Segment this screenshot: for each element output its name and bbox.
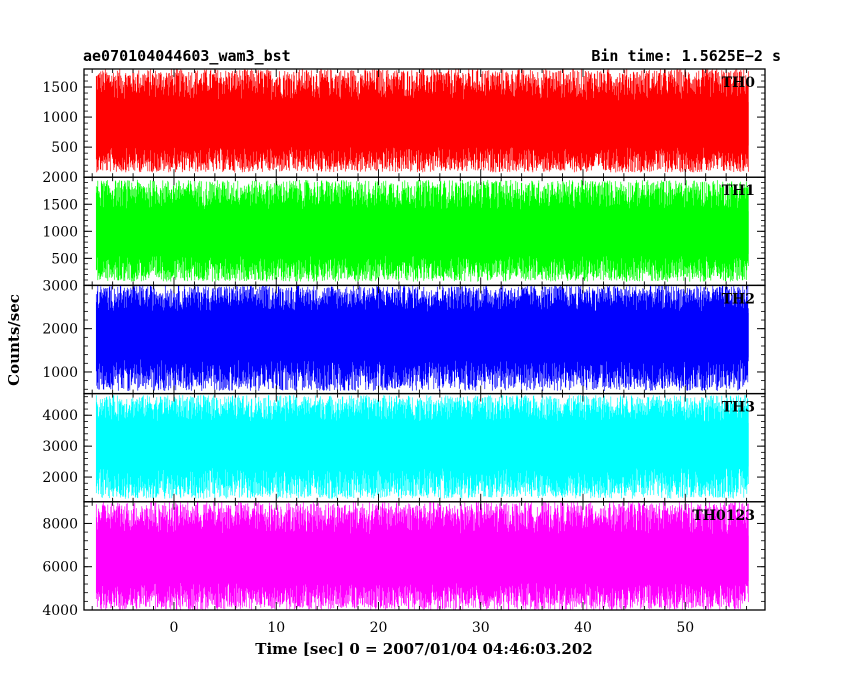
y-tick-label: 2000 bbox=[42, 322, 78, 338]
y-tick-label: 6000 bbox=[42, 560, 78, 576]
y-tick-label: 1500 bbox=[42, 197, 78, 213]
y-tick-label: 1000 bbox=[42, 110, 78, 126]
y-tick-label: 2000 bbox=[42, 170, 78, 186]
x-axis-label: Time [sec] 0 = 2007/01/04 04:46:03.202 bbox=[255, 640, 592, 658]
y-tick-label: 4000 bbox=[42, 408, 78, 424]
x-tick-label: 20 bbox=[370, 620, 388, 636]
panel-th1: 500 1000 1500 2000 TH1 bbox=[42, 170, 766, 287]
y-tick-label: 500 bbox=[51, 251, 78, 267]
y-tick-label: 1500 bbox=[42, 80, 78, 96]
series-core-th2 bbox=[96, 313, 749, 358]
panel-label: TH2 bbox=[722, 291, 755, 307]
series-core-th1 bbox=[96, 211, 749, 255]
x-tick-label: 40 bbox=[574, 620, 592, 636]
panel-label: TH3 bbox=[722, 400, 755, 416]
x-tick-label: 30 bbox=[472, 620, 490, 636]
y-tick-label: 3000 bbox=[42, 278, 78, 294]
panel-label: TH1 bbox=[722, 183, 755, 199]
series-core-th0 bbox=[96, 102, 749, 146]
panel-label: TH0123 bbox=[692, 508, 755, 524]
x-tick-label: 0 bbox=[170, 620, 179, 636]
x-tick-label: 10 bbox=[267, 620, 285, 636]
y-axis-label: Counts/sec bbox=[5, 294, 23, 386]
series-core-th0123 bbox=[96, 535, 749, 582]
panel-th2: 1000 2000 3000 TH2 bbox=[42, 278, 766, 395]
panel-frame bbox=[83, 501, 766, 611]
y-tick-label: 1000 bbox=[42, 224, 78, 240]
panel-th0: 500 1000 1500 TH0 bbox=[42, 68, 766, 178]
chart-subtitle: Bin time: 1.5625E−2 s bbox=[591, 47, 781, 65]
y-tick-label: 8000 bbox=[42, 516, 78, 532]
chart-title: ae070104044603_wam3_bst bbox=[83, 47, 291, 65]
y-tick-label: 3000 bbox=[42, 439, 78, 455]
y-tick-label: 4000 bbox=[42, 603, 78, 619]
series-core-th3 bbox=[96, 422, 749, 467]
panel-th0123: 4000 6000 8000 TH0123 bbox=[42, 501, 766, 619]
y-tick-label: 1000 bbox=[42, 365, 78, 381]
y-tick-label: 2000 bbox=[42, 470, 78, 486]
y-tick-label: 500 bbox=[51, 140, 78, 156]
x-tick-label: 50 bbox=[676, 620, 694, 636]
panel-th3: 2000 3000 4000 TH3 bbox=[42, 392, 766, 503]
panel-label: TH0 bbox=[722, 75, 756, 91]
